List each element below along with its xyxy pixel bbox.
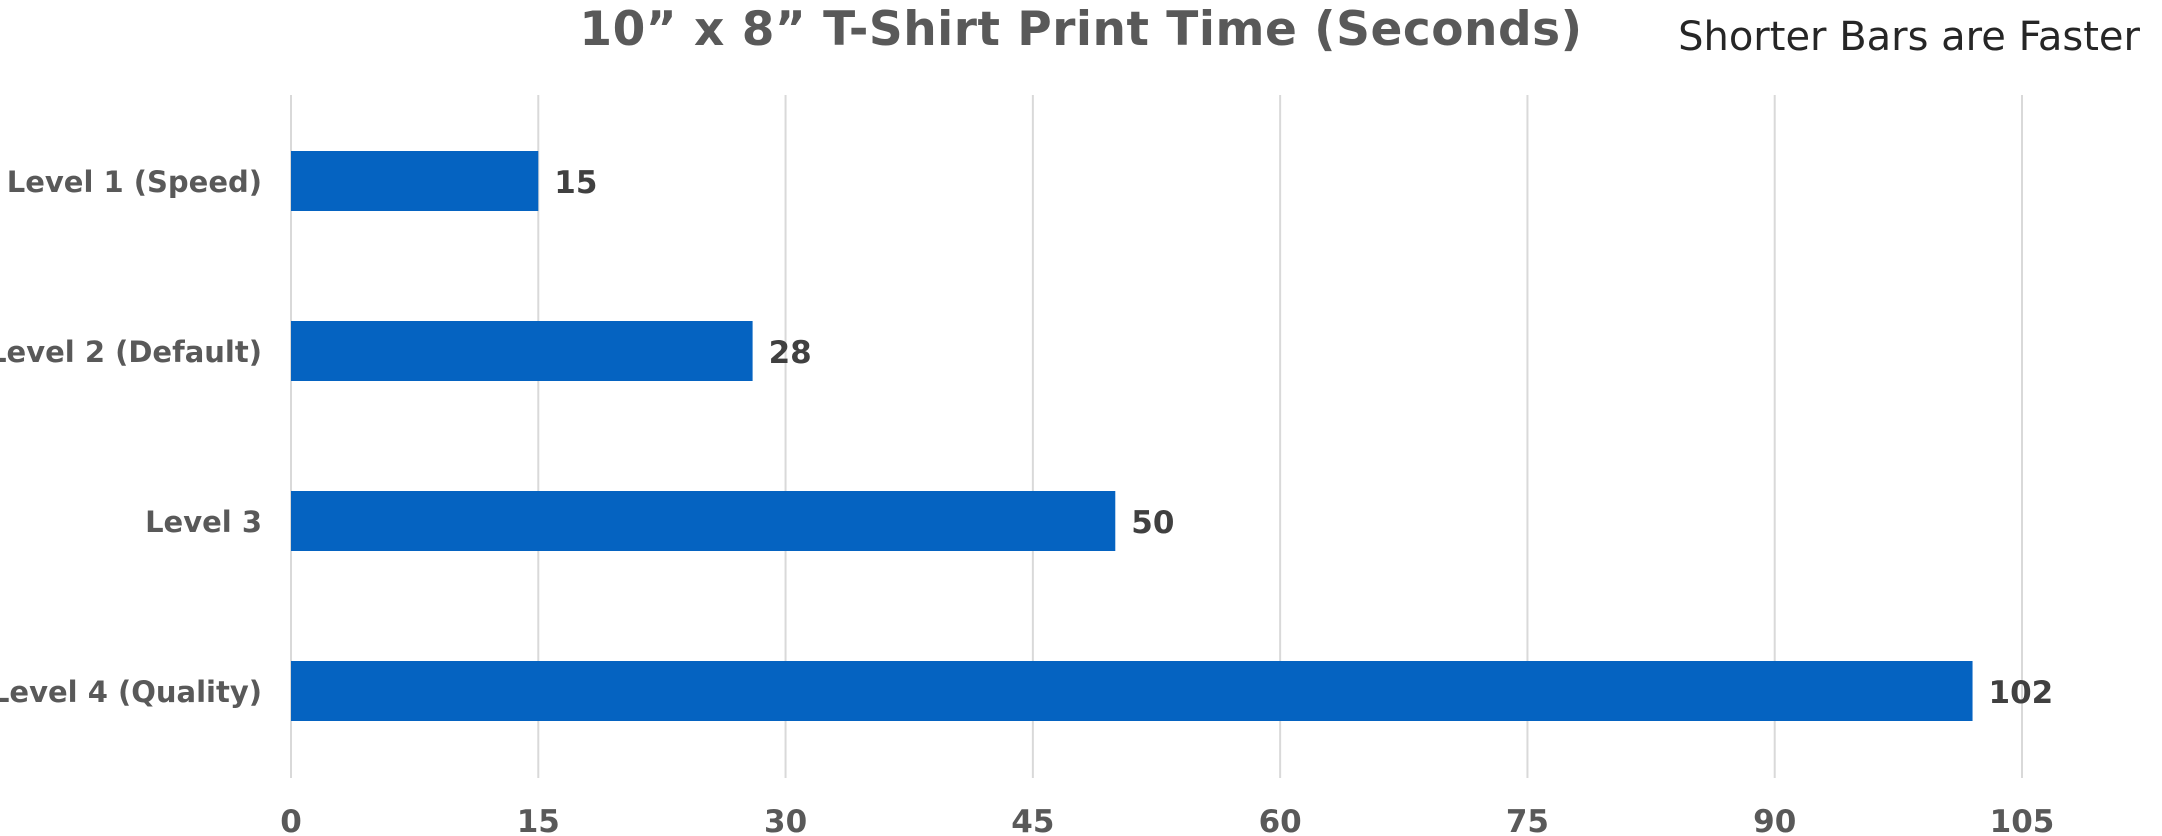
data-label: 28	[769, 335, 812, 371]
x-tick-label: 105	[1990, 804, 2055, 836]
bar	[291, 151, 539, 211]
x-tick-label: 45	[1011, 804, 1054, 836]
x-tick-label: 60	[1259, 804, 1302, 836]
x-tick-label: 75	[1506, 804, 1549, 836]
category-label: Level 2 (Default)	[0, 335, 262, 369]
x-tick-label: 90	[1753, 804, 1796, 836]
chart-annotation: Shorter Bars are Faster	[1678, 14, 2140, 60]
x-tick-label: 30	[764, 804, 807, 836]
category-label: Level 4 (Quality)	[0, 675, 262, 709]
bar	[291, 491, 1116, 551]
bar	[291, 321, 753, 381]
x-tick-label: 15	[517, 804, 560, 836]
category-label: Level 3	[145, 505, 262, 539]
chart-title: 10” x 8” T-Shirt Print Time (Seconds)	[579, 2, 1583, 57]
data-label: 15	[554, 165, 597, 201]
x-tick-label: 0	[280, 804, 302, 836]
bar	[291, 661, 1973, 721]
data-label: 102	[1989, 675, 2054, 711]
data-label: 50	[1131, 505, 1174, 541]
category-label: Level 1 (Speed)	[7, 165, 262, 199]
